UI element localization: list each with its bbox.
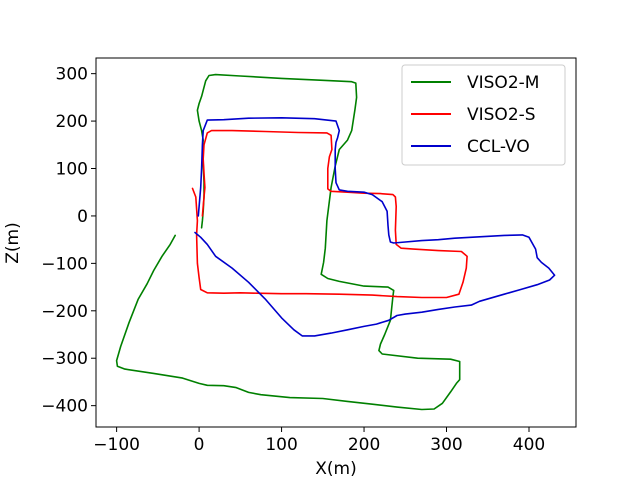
legend-label-1: VISO2-S xyxy=(467,105,536,125)
y-tick-label: 100 xyxy=(56,160,88,180)
y-axis-ticks: −400 −300 −200 −100 0 100 200 300 xyxy=(41,65,96,417)
x-tick-label: −100 xyxy=(93,435,140,455)
x-tick-label: 200 xyxy=(348,435,380,455)
legend: VISO2-M VISO2-S CCL-VO xyxy=(401,64,566,166)
x-tick-label: 300 xyxy=(430,435,462,455)
legend-frame xyxy=(401,64,566,166)
plot-frame xyxy=(95,57,577,428)
series-layer xyxy=(115,73,556,411)
y-tick-label: 0 xyxy=(77,207,88,227)
y-tick-label: 200 xyxy=(56,112,88,132)
y-tick-label: −100 xyxy=(41,254,88,274)
x-tick-label: 400 xyxy=(513,435,545,455)
y-tick-label: 300 xyxy=(56,65,88,85)
x-tick-label: 0 xyxy=(194,435,205,455)
series-line-1 xyxy=(191,129,468,299)
legend-label-0: VISO2-M xyxy=(467,73,539,93)
series-line-2 xyxy=(194,117,556,337)
x-tick-label: 100 xyxy=(265,435,297,455)
x-axis-ticks: −100 0 100 200 300 400 xyxy=(93,427,545,455)
y-tick-label: −200 xyxy=(41,302,88,322)
y-axis-label: Z(m) xyxy=(3,222,23,263)
x-axis-label: X(m) xyxy=(315,459,356,479)
y-tick-label: −300 xyxy=(41,349,88,369)
legend-label-2: CCL-VO xyxy=(467,137,530,157)
y-tick-label: −400 xyxy=(41,397,88,417)
